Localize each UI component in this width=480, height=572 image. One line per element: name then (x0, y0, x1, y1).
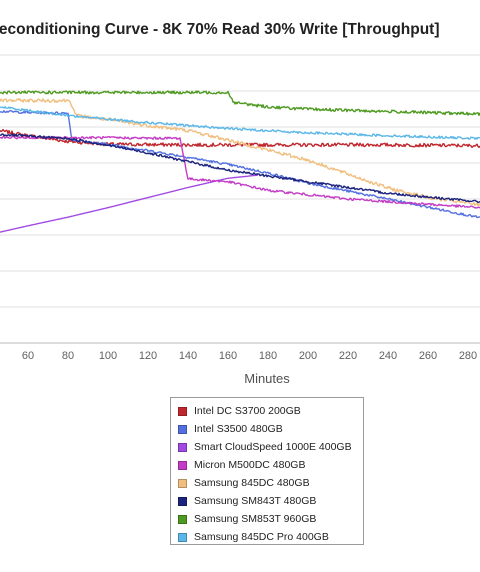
legend-swatch (178, 496, 187, 506)
x-tick-label: 140 (179, 350, 197, 362)
gridlines (0, 54, 480, 344)
x-tick-label: 240 (379, 350, 397, 362)
series-line-7 (0, 106, 480, 140)
legend-swatch (178, 424, 187, 434)
x-axis-label: Minutes (244, 371, 290, 386)
legend-item[interactable]: Intel DC S3700 200GB (178, 402, 301, 420)
legend-item[interactable]: Samsung 845DC Pro 400GB (178, 528, 329, 546)
x-tick-label: 200 (299, 350, 317, 362)
legend-swatch (178, 514, 187, 524)
legend-swatch (178, 460, 187, 470)
x-tick-label: 220 (339, 350, 357, 362)
x-tick-label: 280 (459, 350, 477, 362)
legend-label: Intel DC S3700 200GB (194, 405, 301, 417)
x-axis-ticks: 60 80 100 120 140 160 180 200 220 240 260 280 (22, 350, 477, 362)
legend-item[interactable]: Samsung 845DC 480GB (178, 474, 310, 492)
legend: Intel DC S3700 200GB Intel S3500 480GB Sma… (170, 397, 364, 545)
legend-item[interactable]: Smart CloudSpeed 1000E 400GB (178, 438, 352, 456)
x-tick-label: 100 (99, 350, 117, 362)
chart-title: Preconditioning Curve - 8K 70% Read 30% … (0, 21, 440, 38)
x-tick-label: 260 (419, 350, 437, 362)
series-line-1 (0, 109, 480, 219)
x-tick-label: 60 (22, 350, 34, 362)
legend-label: Micron M500DC 480GB (194, 459, 306, 471)
legend-label: Smart CloudSpeed 1000E 400GB (194, 441, 352, 453)
legend-label: Samsung SM853T 960GB (194, 513, 317, 525)
legend-item[interactable]: Samsung SM843T 480GB (178, 492, 316, 510)
x-tick-label: 80 (62, 350, 74, 362)
legend-label: Intel S3500 480GB (194, 423, 283, 435)
legend-label: Samsung SM843T 480GB (194, 495, 317, 507)
series-line-3 (0, 135, 480, 209)
series-lines (0, 90, 480, 233)
legend-swatch (178, 478, 187, 488)
x-tick-label: 160 (219, 350, 237, 362)
x-tick-label: 180 (259, 350, 277, 362)
legend-label: Samsung 845DC Pro 400GB (194, 531, 329, 543)
legend-label: Samsung 845DC 480GB (194, 477, 310, 489)
series-line-2 (0, 174, 259, 233)
legend-item[interactable]: Intel S3500 480GB (178, 420, 283, 438)
series-line-6 (0, 90, 480, 117)
legend-swatch (178, 532, 187, 542)
legend-swatch (178, 442, 187, 452)
legend-swatch (178, 406, 187, 416)
series-line-4 (0, 98, 480, 207)
x-tick-label: 120 (139, 350, 157, 362)
series-line-5 (0, 133, 480, 204)
legend-item[interactable]: Samsung SM853T 960GB (178, 510, 316, 528)
legend-item[interactable]: Micron M500DC 480GB (178, 456, 305, 474)
